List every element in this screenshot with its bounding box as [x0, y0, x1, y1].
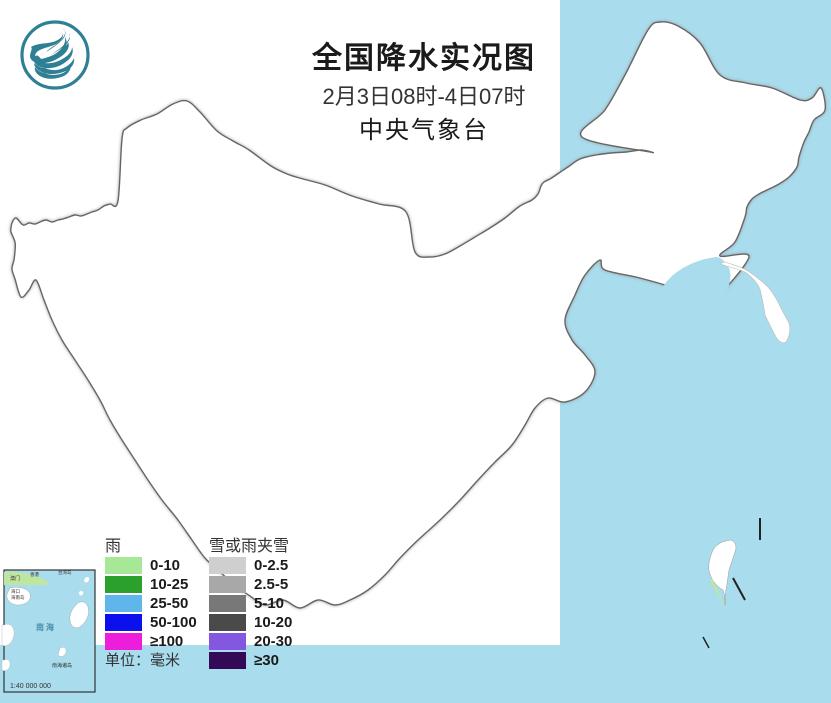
svg-text:单位：毫米: 单位：毫米: [105, 651, 180, 669]
svg-text:≥100: ≥100: [150, 633, 183, 650]
svg-text:0-2.5: 0-2.5: [254, 557, 288, 574]
svg-text:10-20: 10-20: [254, 614, 292, 631]
svg-text:香港: 香港: [30, 571, 39, 578]
svg-text:50-100: 50-100: [150, 614, 197, 631]
svg-text:25-50: 25-50: [150, 595, 188, 612]
svg-text:0-10: 0-10: [150, 557, 180, 574]
svg-text:海口: 海口: [11, 588, 20, 595]
svg-text:台湾岛: 台湾岛: [58, 569, 72, 576]
svg-text:澳门: 澳门: [10, 575, 20, 582]
svg-text:南海诸岛: 南海诸岛: [52, 662, 72, 669]
svg-text:2.5-5: 2.5-5: [254, 576, 288, 593]
svg-text:南海: 南海: [36, 622, 56, 632]
svg-text:全国降水实况图: 全国降水实况图: [311, 41, 536, 75]
svg-text:10-25: 10-25: [150, 576, 188, 593]
svg-text:中央气象台: 中央气象台: [359, 117, 489, 144]
svg-text:≥30: ≥30: [254, 652, 279, 669]
svg-text:1:40 000 000: 1:40 000 000: [10, 683, 51, 690]
svg-text:5-10: 5-10: [254, 595, 284, 612]
svg-text:海南岛: 海南岛: [11, 594, 25, 601]
svg-text:雪或雨夹雪: 雪或雨夹雪: [209, 537, 289, 555]
svg-text:20-30: 20-30: [254, 633, 292, 650]
svg-text:雨: 雨: [105, 538, 121, 555]
svg-text:2月3日08时-4日07时: 2月3日08时-4日07时: [323, 84, 526, 109]
